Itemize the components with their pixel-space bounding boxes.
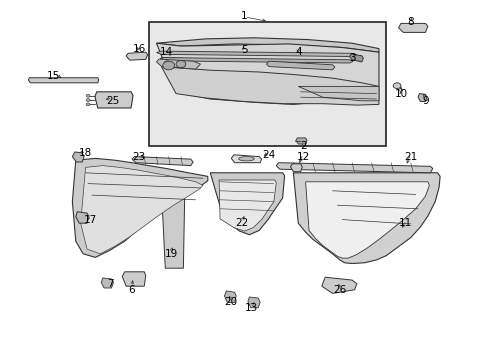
Polygon shape [161, 67, 378, 105]
Circle shape [163, 61, 174, 70]
Circle shape [86, 94, 90, 97]
Text: 26: 26 [332, 285, 346, 295]
Ellipse shape [238, 157, 254, 161]
Polygon shape [290, 164, 302, 172]
Polygon shape [210, 173, 284, 235]
Text: 19: 19 [164, 249, 178, 259]
Polygon shape [156, 51, 356, 57]
Text: 24: 24 [262, 150, 275, 160]
Text: 8: 8 [407, 17, 413, 27]
Circle shape [176, 60, 185, 68]
Polygon shape [156, 38, 378, 52]
Text: 12: 12 [296, 152, 309, 162]
Text: 5: 5 [241, 45, 247, 55]
Polygon shape [219, 180, 276, 231]
Polygon shape [231, 155, 261, 163]
Polygon shape [28, 78, 99, 83]
Polygon shape [247, 297, 260, 308]
Polygon shape [161, 184, 184, 268]
Circle shape [86, 103, 90, 106]
Polygon shape [159, 58, 186, 68]
Polygon shape [126, 52, 147, 60]
Bar [149, 22, 386, 146]
Polygon shape [349, 54, 363, 62]
Polygon shape [122, 272, 145, 286]
Text: 9: 9 [421, 96, 428, 106]
Polygon shape [276, 163, 432, 173]
Text: 6: 6 [128, 285, 135, 295]
Text: 17: 17 [83, 215, 97, 225]
Polygon shape [132, 157, 193, 166]
Polygon shape [293, 173, 439, 264]
Circle shape [392, 83, 400, 89]
Text: 23: 23 [132, 152, 146, 162]
Circle shape [86, 99, 90, 102]
Text: 25: 25 [105, 96, 119, 106]
Text: 22: 22 [235, 218, 248, 228]
Text: 3: 3 [348, 53, 355, 63]
Polygon shape [160, 58, 352, 63]
Polygon shape [398, 23, 427, 32]
Polygon shape [156, 43, 378, 104]
Text: 7: 7 [106, 279, 113, 289]
Text: 4: 4 [294, 47, 301, 57]
Text: 13: 13 [244, 303, 258, 313]
Text: 21: 21 [403, 152, 417, 162]
Polygon shape [72, 152, 84, 162]
Polygon shape [76, 212, 89, 223]
Text: 2: 2 [299, 141, 306, 151]
Text: 1: 1 [241, 11, 247, 21]
Text: 20: 20 [224, 297, 237, 307]
Polygon shape [305, 182, 428, 258]
Polygon shape [72, 158, 207, 257]
Text: 15: 15 [47, 71, 61, 81]
Circle shape [164, 61, 170, 65]
Polygon shape [321, 277, 356, 293]
Polygon shape [417, 94, 426, 102]
Polygon shape [101, 278, 113, 288]
Text: 16: 16 [132, 44, 146, 54]
Polygon shape [298, 86, 378, 101]
Polygon shape [95, 92, 133, 108]
Text: 11: 11 [398, 218, 412, 228]
Text: 10: 10 [394, 89, 407, 99]
Polygon shape [81, 166, 203, 254]
Polygon shape [156, 59, 200, 69]
Polygon shape [266, 61, 334, 70]
Polygon shape [295, 138, 306, 144]
Text: 14: 14 [159, 47, 173, 57]
Text: 18: 18 [79, 148, 92, 158]
Polygon shape [224, 291, 236, 302]
